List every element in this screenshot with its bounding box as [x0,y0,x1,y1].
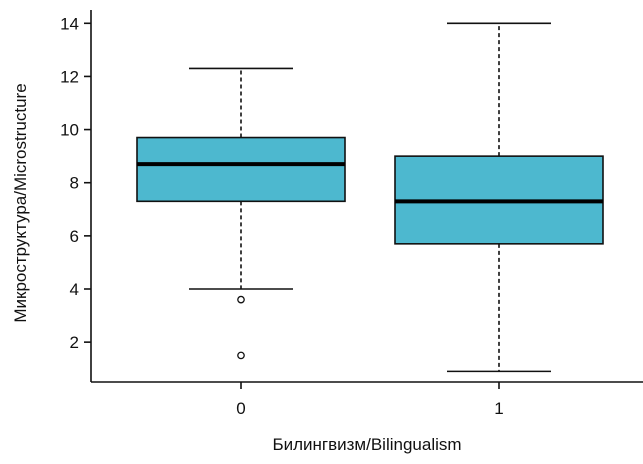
outlier-point [237,295,245,304]
y-tick-label: 6 [70,227,79,246]
y-tick-label: 4 [70,280,79,299]
x-axis-label: Билингвизм/Bilingualism [272,435,461,454]
y-tick-label: 12 [60,67,79,86]
y-axis-label: Микроструктура/Microstructure [11,83,30,322]
outlier-point [237,351,245,360]
y-tick-label: 14 [60,14,79,33]
y-tick-label: 10 [60,121,79,140]
y-tick-label: 8 [70,174,79,193]
box-group-1 [394,22,604,373]
iqr-box [136,136,346,203]
boxes-layer [136,22,604,373]
axes-layer: 2 4 6 8 10 12 14 0 1 [60,10,643,418]
x-tick-label: 0 [236,399,245,418]
box-group-0 [136,67,346,360]
x-tick-label: 1 [494,399,503,418]
y-tick-label: 2 [70,333,79,352]
